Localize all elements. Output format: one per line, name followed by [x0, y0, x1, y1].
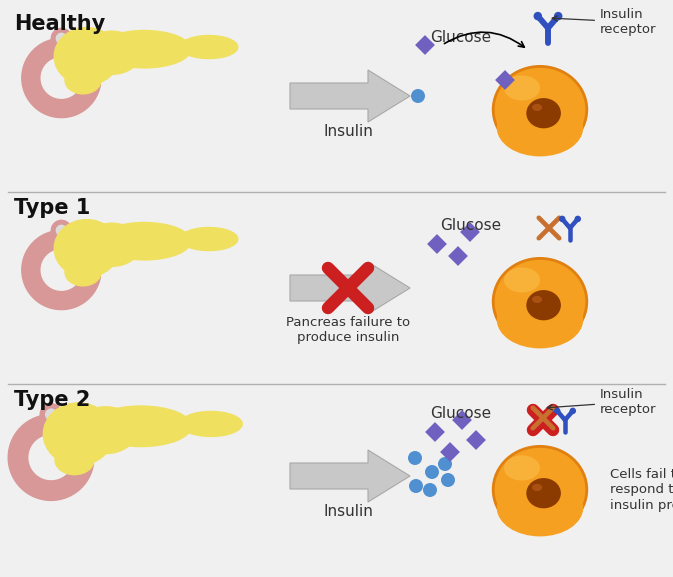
- Polygon shape: [22, 230, 100, 310]
- Ellipse shape: [75, 407, 137, 454]
- Polygon shape: [8, 415, 94, 500]
- Ellipse shape: [65, 66, 101, 94]
- Circle shape: [425, 465, 439, 479]
- Text: Insulin
receptor: Insulin receptor: [552, 8, 656, 36]
- Circle shape: [438, 457, 452, 471]
- Ellipse shape: [493, 447, 587, 533]
- Polygon shape: [495, 70, 515, 90]
- Circle shape: [441, 473, 455, 487]
- Ellipse shape: [55, 28, 119, 85]
- Circle shape: [40, 404, 62, 425]
- Ellipse shape: [90, 406, 192, 447]
- Polygon shape: [452, 410, 472, 430]
- Circle shape: [423, 483, 437, 497]
- Circle shape: [554, 12, 563, 20]
- Polygon shape: [460, 222, 480, 242]
- Circle shape: [51, 28, 71, 48]
- Ellipse shape: [497, 99, 583, 156]
- Ellipse shape: [43, 403, 114, 465]
- Ellipse shape: [493, 258, 587, 345]
- Circle shape: [409, 479, 423, 493]
- Circle shape: [569, 407, 576, 414]
- Ellipse shape: [180, 227, 238, 250]
- Text: Cells fail to
respond to
insulin properly: Cells fail to respond to insulin properl…: [610, 469, 673, 511]
- Ellipse shape: [83, 31, 141, 74]
- Ellipse shape: [497, 291, 583, 349]
- Polygon shape: [290, 70, 410, 122]
- Ellipse shape: [526, 290, 561, 320]
- Circle shape: [46, 409, 57, 420]
- Text: Pancreas failure to
produce insulin: Pancreas failure to produce insulin: [286, 316, 410, 344]
- Text: Type 1: Type 1: [14, 198, 90, 218]
- Text: Insulin: Insulin: [323, 124, 373, 139]
- Circle shape: [408, 451, 422, 465]
- Text: Glucose: Glucose: [430, 30, 491, 45]
- Ellipse shape: [504, 267, 540, 293]
- Ellipse shape: [55, 445, 94, 475]
- Polygon shape: [440, 442, 460, 462]
- Ellipse shape: [532, 484, 542, 491]
- Ellipse shape: [180, 36, 238, 58]
- Ellipse shape: [493, 66, 587, 153]
- Polygon shape: [290, 450, 410, 502]
- Polygon shape: [466, 430, 486, 450]
- Ellipse shape: [98, 31, 191, 68]
- Text: Glucose: Glucose: [440, 218, 501, 233]
- Circle shape: [51, 220, 71, 241]
- Polygon shape: [425, 422, 445, 442]
- Ellipse shape: [180, 411, 242, 436]
- Ellipse shape: [98, 223, 191, 260]
- Ellipse shape: [532, 296, 542, 303]
- Polygon shape: [290, 262, 410, 314]
- Ellipse shape: [504, 455, 540, 481]
- Ellipse shape: [83, 223, 141, 267]
- Circle shape: [554, 407, 561, 414]
- Circle shape: [534, 12, 542, 20]
- Circle shape: [559, 216, 565, 222]
- Ellipse shape: [526, 98, 561, 128]
- Text: Healthy: Healthy: [14, 14, 105, 34]
- Ellipse shape: [497, 479, 583, 537]
- Polygon shape: [415, 35, 435, 55]
- Ellipse shape: [504, 76, 540, 100]
- Polygon shape: [427, 234, 447, 254]
- Circle shape: [575, 216, 581, 222]
- Text: Insulin
receptor: Insulin receptor: [547, 388, 656, 416]
- Polygon shape: [448, 246, 468, 266]
- Ellipse shape: [55, 220, 119, 277]
- Text: Type 2: Type 2: [14, 390, 90, 410]
- Ellipse shape: [532, 104, 542, 111]
- Circle shape: [57, 33, 67, 43]
- Ellipse shape: [65, 258, 101, 286]
- Polygon shape: [22, 39, 100, 118]
- Ellipse shape: [526, 478, 561, 508]
- Circle shape: [57, 226, 67, 235]
- Text: Insulin: Insulin: [323, 504, 373, 519]
- Circle shape: [411, 89, 425, 103]
- Text: Glucose: Glucose: [430, 406, 491, 421]
